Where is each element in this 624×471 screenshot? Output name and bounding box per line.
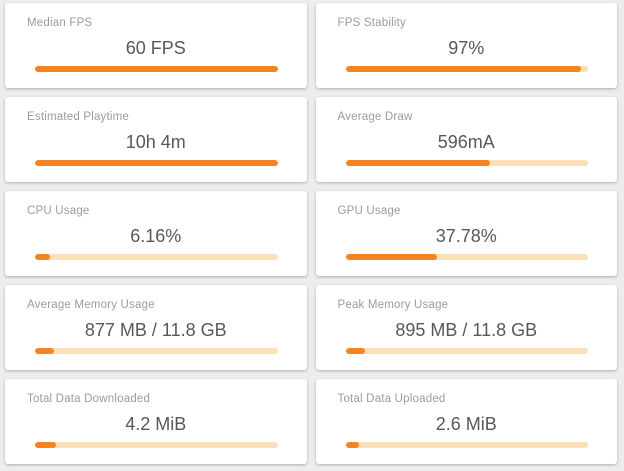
metric-title: Total Data Uploaded (337, 393, 446, 405)
metric-value: 2.6 MiB (435, 414, 497, 434)
metric-title: Average Memory Usage (27, 299, 155, 311)
metric-value: 895 MB / 11.8 GB (395, 320, 538, 340)
metric-value: 877 MB / 11.8 GB (84, 320, 227, 340)
metric-card-gpu-usage: GPU Usage 37.78% (315, 191, 617, 276)
metric-card-peak-memory-usage: Peak Memory Usage 895 MB / 11.8 GB (315, 285, 617, 370)
progress-bar (35, 254, 278, 260)
metric-value: 4.2 MiB (125, 414, 187, 434)
progress-bar (345, 348, 588, 354)
metric-card-median-fps: Median FPS 60 FPS (5, 3, 307, 88)
progress-bar (35, 160, 278, 166)
progress-bar-fill (345, 442, 359, 448)
metric-value: 10h 4m (125, 132, 186, 152)
metric-card-cpu-usage: CPU Usage 6.16% (5, 191, 307, 276)
metric-card-fps-stability: FPS Stability 97% (315, 3, 617, 88)
progress-bar-fill (35, 254, 50, 260)
metric-value: 37.78% (435, 226, 497, 246)
progress-bar (345, 160, 588, 166)
progress-bar-fill (35, 348, 54, 354)
progress-bar (35, 442, 278, 448)
metric-title: Average Draw (337, 111, 413, 123)
metric-card-total-data-downloaded: Total Data Downloaded 4.2 MiB (5, 379, 307, 464)
progress-bar-fill (345, 160, 491, 166)
metric-title: Peak Memory Usage (337, 299, 449, 311)
metric-title: Median FPS (27, 17, 93, 29)
progress-bar (35, 348, 278, 354)
metric-title: CPU Usage (27, 205, 90, 217)
metric-value: 596mA (437, 132, 495, 152)
progress-bar-fill (35, 66, 278, 72)
metric-title: Estimated Playtime (27, 111, 130, 123)
metric-title: Total Data Downloaded (27, 393, 151, 405)
metric-title: GPU Usage (337, 205, 401, 217)
progress-bar (35, 66, 278, 72)
metric-value: 6.16% (130, 226, 182, 246)
progress-bar-fill (35, 442, 56, 448)
metric-card-total-data-uploaded: Total Data Uploaded 2.6 MiB (315, 379, 617, 464)
progress-bar-fill (35, 160, 278, 166)
progress-bar-fill (345, 348, 365, 354)
progress-bar (345, 442, 588, 448)
progress-bar (345, 254, 588, 260)
metric-card-average-memory-usage: Average Memory Usage 877 MB / 11.8 GB (5, 285, 307, 370)
progress-bar (345, 66, 588, 72)
metric-value: 97% (448, 38, 485, 58)
progress-bar-fill (345, 66, 581, 72)
metric-title: FPS Stability (337, 17, 406, 29)
metric-value: 60 FPS (125, 38, 186, 58)
metric-card-average-draw: Average Draw 596mA (315, 97, 617, 182)
progress-bar-fill (345, 254, 438, 260)
metric-card-estimated-playtime: Estimated Playtime 10h 4m (5, 97, 307, 182)
